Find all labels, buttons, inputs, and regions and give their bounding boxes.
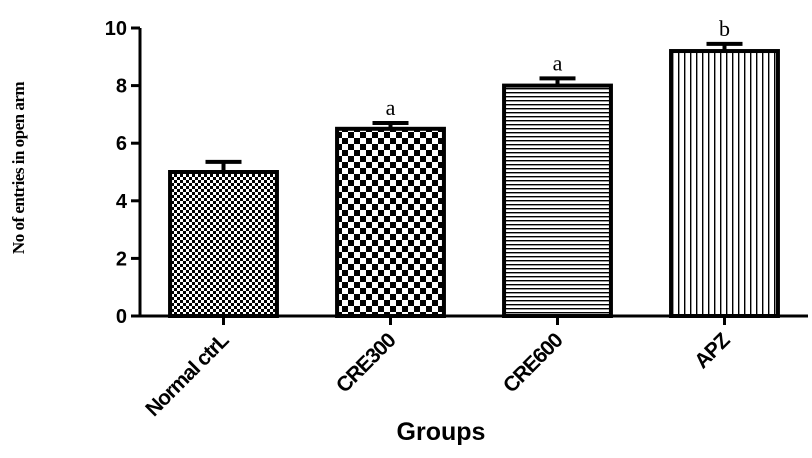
y-tick-label-3: 6: [116, 133, 127, 155]
bar-1: [335, 126, 446, 318]
bar-3: [669, 49, 780, 318]
significance-label-3: b: [719, 16, 730, 41]
significance-label-1: a: [386, 95, 396, 120]
y-tick-label-1: 2: [116, 248, 127, 270]
category-label-3: APZ: [690, 328, 735, 373]
y-tick-label-4: 8: [116, 76, 127, 98]
y-tick-label-5: 10: [105, 18, 127, 40]
plot-area: [168, 49, 780, 318]
y-tick-label-2: 4: [116, 191, 128, 213]
category-label-0: Normal ctrL: [141, 328, 234, 421]
category-label-2: CRE600: [499, 329, 567, 397]
category-label-1: CRE300: [332, 329, 400, 397]
x-axis-title: Groups: [397, 418, 486, 446]
bar-2: [502, 83, 613, 318]
y-axis-title: No of entries in open arm: [9, 82, 28, 254]
significance-label-2: a: [553, 50, 563, 75]
y-tick-label-0: 0: [116, 306, 127, 328]
bar-0: [168, 170, 279, 318]
